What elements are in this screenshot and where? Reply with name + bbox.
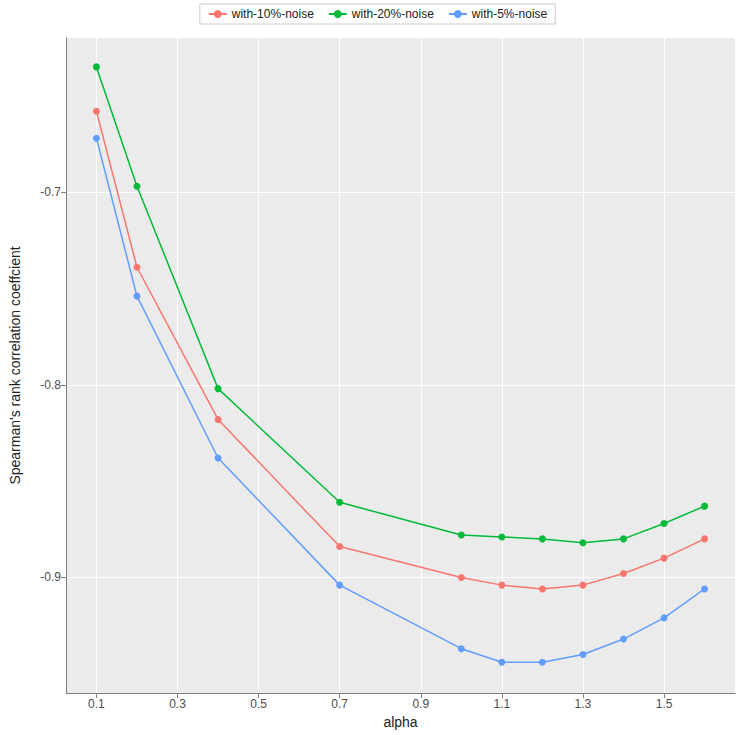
svg-text:-0.7: -0.7 (40, 185, 61, 199)
svg-text:0.7: 0.7 (331, 697, 348, 711)
svg-text:0.1: 0.1 (88, 697, 105, 711)
svg-text:1.5: 1.5 (656, 697, 673, 711)
svg-text:with-5%-noise: with-5%-noise (471, 7, 548, 21)
svg-text:with-10%-noise: with-10%-noise (231, 7, 314, 21)
svg-text:-0.8: -0.8 (40, 378, 61, 392)
svg-text:1.1: 1.1 (494, 697, 511, 711)
svg-text:0.5: 0.5 (250, 697, 267, 711)
svg-text:0.3: 0.3 (169, 697, 186, 711)
svg-text:alpha: alpha (383, 714, 417, 730)
svg-text:0.9: 0.9 (412, 697, 429, 711)
svg-text:with-20%-noise: with-20%-noise (351, 7, 434, 21)
svg-text:Spearman's rank correlation co: Spearman's rank correlation coeffcient (7, 246, 23, 484)
svg-text:-0.9: -0.9 (40, 570, 61, 584)
svg-text:1.3: 1.3 (575, 697, 592, 711)
